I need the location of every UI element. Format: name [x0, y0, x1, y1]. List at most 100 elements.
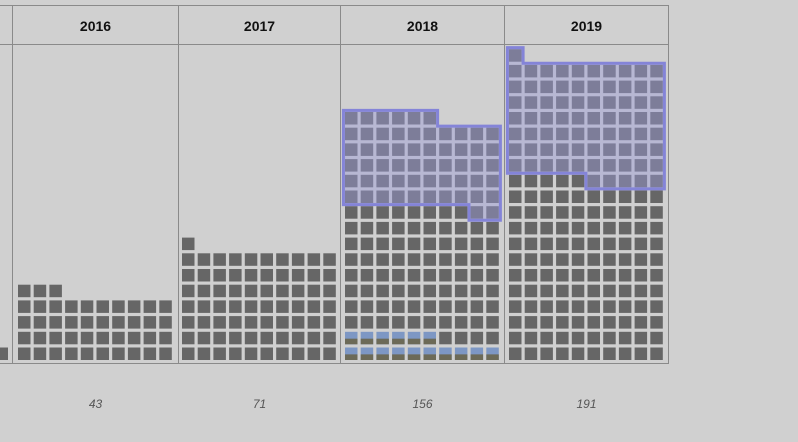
highlighted-cell[interactable] [571, 96, 585, 109]
highlighted-cell[interactable] [540, 159, 553, 172]
highlighted-cell[interactable] [486, 143, 499, 156]
highlighted-cell[interactable] [650, 80, 663, 94]
highlighted-cell[interactable] [618, 96, 632, 109]
highlighted-cell[interactable] [360, 174, 374, 188]
highlighted-cell[interactable] [603, 127, 616, 141]
highlighted-cell[interactable] [423, 127, 437, 141]
highlighted-cell[interactable] [556, 80, 569, 94]
highlighted-cell[interactable] [618, 112, 632, 125]
thumbnail-cell[interactable] [376, 331, 389, 345]
highlighted-cell[interactable] [423, 174, 437, 188]
highlighted-cell[interactable] [587, 64, 601, 78]
highlighted-cell[interactable] [571, 143, 585, 156]
thumbnail-cell[interactable] [345, 331, 358, 345]
highlighted-cell[interactable] [392, 159, 405, 172]
highlighted-cell[interactable] [524, 96, 538, 109]
highlighted-cell[interactable] [376, 174, 389, 188]
highlighted-cell[interactable] [650, 159, 663, 172]
highlighted-cell[interactable] [634, 143, 648, 156]
highlighted-cell[interactable] [540, 96, 553, 109]
highlighted-cell[interactable] [392, 143, 405, 156]
highlighted-cell[interactable] [650, 64, 663, 78]
highlighted-cell[interactable] [618, 80, 632, 94]
thumbnail-cell[interactable] [454, 347, 468, 361]
highlighted-cell[interactable] [587, 80, 601, 94]
thumbnail-cell[interactable] [345, 347, 358, 361]
highlighted-cell[interactable] [556, 64, 569, 78]
highlighted-cell[interactable] [392, 174, 405, 188]
highlighted-cell[interactable] [376, 112, 389, 125]
highlighted-cell[interactable] [454, 190, 468, 204]
highlighted-cell[interactable] [524, 127, 538, 141]
highlighted-cell[interactable] [470, 206, 484, 219]
selection-outline[interactable] [341, 46, 666, 222]
highlighted-cell[interactable] [603, 80, 616, 94]
highlighted-cell[interactable] [650, 112, 663, 125]
highlighted-cell[interactable] [634, 127, 648, 141]
thumbnail-cell[interactable] [486, 347, 499, 361]
highlighted-cell[interactable] [392, 190, 405, 204]
highlighted-cell[interactable] [571, 112, 585, 125]
highlighted-cell[interactable] [634, 64, 648, 78]
highlighted-cell[interactable] [587, 96, 601, 109]
highlighted-cell[interactable] [634, 96, 648, 109]
highlighted-cell[interactable] [470, 190, 484, 204]
highlighted-cell[interactable] [345, 112, 358, 125]
thumbnail-cell[interactable] [470, 347, 484, 361]
highlighted-cell[interactable] [407, 127, 421, 141]
highlighted-cell[interactable] [540, 80, 553, 94]
highlighted-cell[interactable] [407, 174, 421, 188]
highlighted-cell[interactable] [571, 80, 585, 94]
highlighted-cell[interactable] [556, 112, 569, 125]
thumbnail-cell[interactable] [423, 331, 437, 345]
highlighted-cell[interactable] [509, 112, 522, 125]
highlighted-cell[interactable] [345, 174, 358, 188]
highlighted-cell[interactable] [587, 127, 601, 141]
highlighted-cell[interactable] [423, 143, 437, 156]
highlighted-cell[interactable] [423, 190, 437, 204]
thumbnail-cell[interactable] [423, 347, 437, 361]
highlighted-cell[interactable] [360, 127, 374, 141]
highlighted-cell[interactable] [392, 127, 405, 141]
highlighted-cell[interactable] [634, 80, 648, 94]
highlighted-cell[interactable] [509, 64, 522, 78]
highlighted-cell[interactable] [556, 127, 569, 141]
highlighted-cell[interactable] [376, 143, 389, 156]
highlighted-cell[interactable] [618, 127, 632, 141]
highlighted-cell[interactable] [509, 127, 522, 141]
highlighted-cell[interactable] [587, 143, 601, 156]
highlighted-cell[interactable] [587, 112, 601, 125]
highlighted-cell[interactable] [486, 159, 499, 172]
highlighted-cell[interactable] [439, 174, 452, 188]
highlighted-cell[interactable] [524, 112, 538, 125]
highlighted-cell[interactable] [571, 159, 585, 172]
thumbnail-cell[interactable] [376, 347, 389, 361]
highlighted-cell[interactable] [345, 143, 358, 156]
highlighted-cell[interactable] [650, 127, 663, 141]
highlighted-cell[interactable] [360, 143, 374, 156]
highlighted-cell[interactable] [454, 127, 468, 141]
highlighted-cell[interactable] [345, 159, 358, 172]
highlighted-cell[interactable] [486, 174, 499, 188]
highlighted-cell[interactable] [540, 112, 553, 125]
highlighted-cell[interactable] [376, 190, 389, 204]
thumbnail-cell[interactable] [439, 347, 452, 361]
highlighted-cell[interactable] [618, 143, 632, 156]
highlighted-cell[interactable] [509, 80, 522, 94]
highlighted-cell[interactable] [524, 143, 538, 156]
highlighted-cell[interactable] [360, 190, 374, 204]
highlighted-cell[interactable] [470, 127, 484, 141]
highlighted-cell[interactable] [587, 159, 601, 172]
highlighted-cell[interactable] [407, 159, 421, 172]
highlighted-cell[interactable] [618, 174, 632, 188]
highlighted-cell[interactable] [556, 143, 569, 156]
highlighted-cell[interactable] [439, 159, 452, 172]
highlighted-cell[interactable] [439, 127, 452, 141]
highlighted-cell[interactable] [540, 127, 553, 141]
highlighted-cell[interactable] [470, 174, 484, 188]
highlighted-cell[interactable] [571, 127, 585, 141]
highlighted-cell[interactable] [509, 49, 522, 62]
highlighted-cell[interactable] [650, 174, 663, 188]
highlighted-cell[interactable] [587, 174, 601, 188]
highlighted-cell[interactable] [618, 64, 632, 78]
